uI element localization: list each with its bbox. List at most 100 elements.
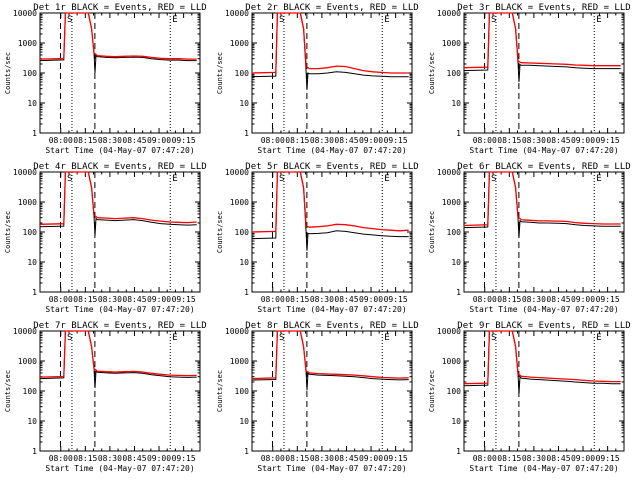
y-tick-label: 10 [239,258,249,267]
y-tick-label: 1 [244,447,249,456]
y-tick-label: 100 [235,228,250,237]
y-tick-label: 10 [451,99,461,108]
x-tick-label: 09:15 [172,136,196,145]
x-tick-label: 09:00 [147,136,171,145]
y-tick-label: 1000 [230,39,249,48]
y-axis-label: Counts/sec [4,52,12,94]
x-tick-label: 08:45 [334,454,358,463]
y-tick-label: 1 [244,288,249,297]
x-tick-label: 08:15 [497,454,521,463]
start-marker: S [279,333,284,343]
x-tick-label: 08:45 [546,454,570,463]
x-tick-label: 08:00 [473,454,497,463]
x-tick-label: 08:30 [310,454,334,463]
x-tick-label: 08:15 [73,454,97,463]
x-tick-label: 09:15 [384,136,408,145]
detector-panel-7: Det 7r BLACK = Events, RED = LLD Counts/s… [4,321,207,473]
detector-panel-2: Det 2r BLACK = Events, RED = LLD Counts/s… [216,3,419,155]
y-axis-label: Counts/sec [216,52,224,94]
panel-title: Det 4r BLACK = Events, RED = LLD [33,162,206,172]
x-tick-label: 08:15 [73,136,97,145]
y-tick-label: 1 [456,129,461,138]
x-tick-label: 09:15 [596,295,620,304]
x-tick-label: 08:15 [285,454,309,463]
x-tick-label: 09:00 [147,295,171,304]
end-marker: E [172,15,177,25]
y-tick-label: 10000 [225,327,249,336]
panel-title: Det 2r BLACK = Events, RED = LLD [245,3,418,13]
y-tick-label: 1 [32,447,37,456]
x-tick-label: 08:00 [473,295,497,304]
y-tick-label: 100 [23,228,38,237]
y-tick-label: 10 [239,99,249,108]
y-tick-label: 100 [447,228,462,237]
lld-series-line [251,330,409,380]
lld-series-line [463,12,621,69]
start-marker: S [67,333,72,343]
x-tick-label: 08:15 [73,295,97,304]
panel-title: Det 3r BLACK = Events, RED = LLD [457,3,630,13]
panel-title: Det 8r BLACK = Events, RED = LLD [245,321,418,331]
x-tick-label: 09:15 [596,136,620,145]
end-marker: E [384,174,389,184]
x-tick-label: 08:15 [285,295,309,304]
plot-frame [251,330,413,452]
y-tick-label: 1000 [230,357,249,366]
x-axis-label: Start Time (04-May-07 07:47:20) [257,305,406,314]
x-tick-label: 08:30 [98,136,122,145]
x-tick-label: 08:00 [473,136,497,145]
x-tick-label: 09:15 [172,295,196,304]
panel-title: Det 7r BLACK = Events, RED = LLD [33,321,206,331]
x-axis-label: Start Time (04-May-07 07:47:20) [257,464,406,473]
x-tick-label: 08:30 [310,295,334,304]
y-tick-label: 10 [27,417,37,426]
x-tick-label: 09:15 [172,454,196,463]
x-tick-label: 08:30 [522,136,546,145]
y-tick-label: 10000 [437,327,461,336]
panel-title: Det 9r BLACK = Events, RED = LLD [457,321,630,331]
start-marker: S [279,15,284,25]
y-tick-label: 10000 [225,9,249,18]
y-tick-label: 1 [32,288,37,297]
x-tick-label: 08:00 [49,454,73,463]
detector-panel-9: Det 9r BLACK = Events, RED = LLD Counts/s… [428,321,631,473]
x-tick-label: 08:45 [334,136,358,145]
x-tick-label: 08:45 [122,295,146,304]
x-tick-label: 08:15 [497,295,521,304]
y-tick-label: 1000 [18,198,37,207]
detector-panel-6: Det 6r BLACK = Events, RED = LLD Counts/s… [428,162,631,314]
detector-panel-5: Det 5r BLACK = Events, RED = LLD Counts/s… [216,162,419,314]
panel-title: Det 6r BLACK = Events, RED = LLD [457,162,630,172]
end-marker: E [384,15,389,25]
y-axis-label: Counts/sec [216,370,224,412]
x-tick-label: 09:00 [359,454,383,463]
y-tick-label: 1000 [442,198,461,207]
lld-series-line [463,330,621,385]
x-tick-label: 09:15 [384,454,408,463]
y-axis-label: Counts/sec [4,211,12,253]
end-marker: E [172,333,177,343]
detector-panel-4: Det 4r BLACK = Events, RED = LLD Counts/s… [4,162,207,314]
plot-frame [39,12,201,134]
plot-frame [463,171,625,293]
plot-frame [39,330,201,452]
x-axis-label: Start Time (04-May-07 07:47:20) [45,305,194,314]
end-marker: E [384,333,389,343]
x-tick-label: 09:00 [571,454,595,463]
y-axis-label: Counts/sec [4,370,12,412]
y-tick-label: 10000 [437,9,461,18]
start-marker: S [491,174,496,184]
y-axis-label: Counts/sec [428,370,436,412]
y-tick-label: 10000 [13,327,37,336]
lld-series-line [251,171,409,233]
x-tick-label: 08:45 [546,295,570,304]
y-tick-label: 1 [456,288,461,297]
x-tick-label: 08:45 [122,454,146,463]
y-tick-label: 100 [235,387,250,396]
lld-series-line [39,330,197,378]
x-tick-label: 08:00 [49,295,73,304]
end-marker: E [596,333,601,343]
y-axis-label: Counts/sec [428,211,436,253]
start-marker: S [491,15,496,25]
